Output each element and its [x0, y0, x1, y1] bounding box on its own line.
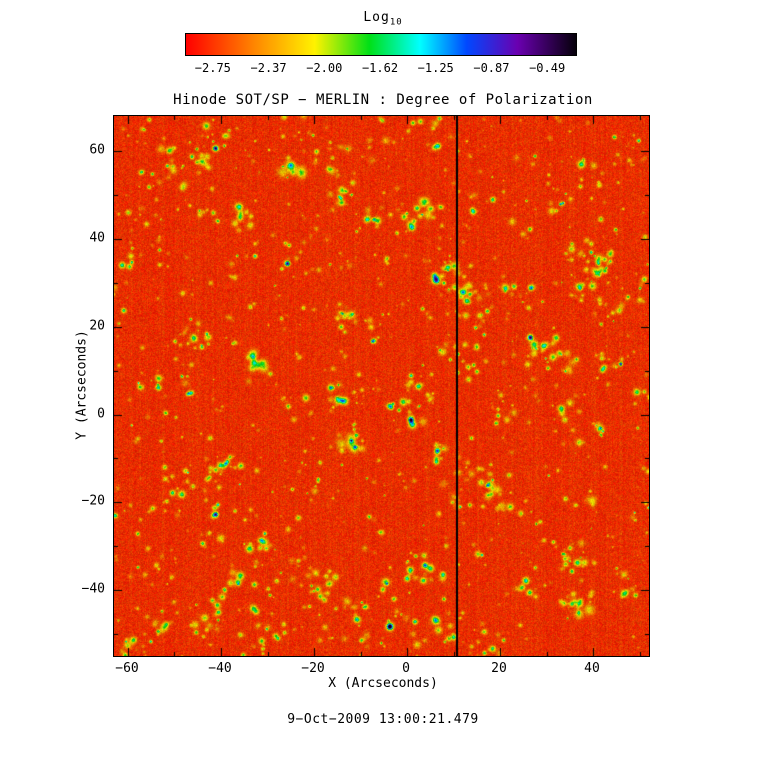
colorbar-title-sub: 10 [389, 17, 403, 28]
plot-title: Hinode SOT/SP − MERLIN : Degree of Polar… [173, 92, 593, 108]
colorbar-tick-labels: −2.75 −2.37 −2.00 −1.62 −1.25 −0.87 −0.49 [185, 61, 575, 76]
x-tick-label: −40 [208, 661, 232, 676]
colorbar-tick-label: −2.00 [306, 61, 343, 75]
heatmap-canvas [114, 116, 649, 656]
colorbar-title: Log10 [0, 10, 766, 28]
colorbar-tick-label: −0.87 [473, 61, 510, 75]
colorbar-tick-label: −1.25 [417, 61, 454, 75]
colorbar-title-main: Log [363, 10, 390, 25]
colorbar-tick-label: −2.75 [194, 61, 231, 75]
y-tick-label: 0 [97, 406, 105, 422]
x-tick-label: 40 [584, 661, 600, 676]
x-tick-label: 20 [491, 661, 507, 676]
colorbar-tick-label: −1.62 [361, 61, 399, 75]
timestamp: 9−Oct−2009 13:00:21.479 [287, 712, 479, 727]
plot-area [113, 115, 650, 657]
y-tick-label: 40 [89, 230, 105, 246]
y-axis-label: Y (Arcseconds) [74, 330, 90, 440]
x-tick-label: −20 [301, 661, 325, 676]
y-tick-label: 60 [89, 142, 105, 158]
colorbar-gradient [185, 33, 577, 56]
y-tick-label: 20 [89, 318, 105, 334]
x-axis-label: X (Arcseconds) [328, 676, 438, 691]
y-tick-label: −40 [81, 581, 105, 597]
colorbar-tick-label: −2.37 [250, 61, 287, 75]
colorbar-tick-label: −0.49 [529, 61, 566, 75]
x-tick-label: 0 [402, 661, 410, 676]
y-tick-label: −20 [81, 493, 105, 509]
x-tick-label: −60 [115, 661, 139, 676]
